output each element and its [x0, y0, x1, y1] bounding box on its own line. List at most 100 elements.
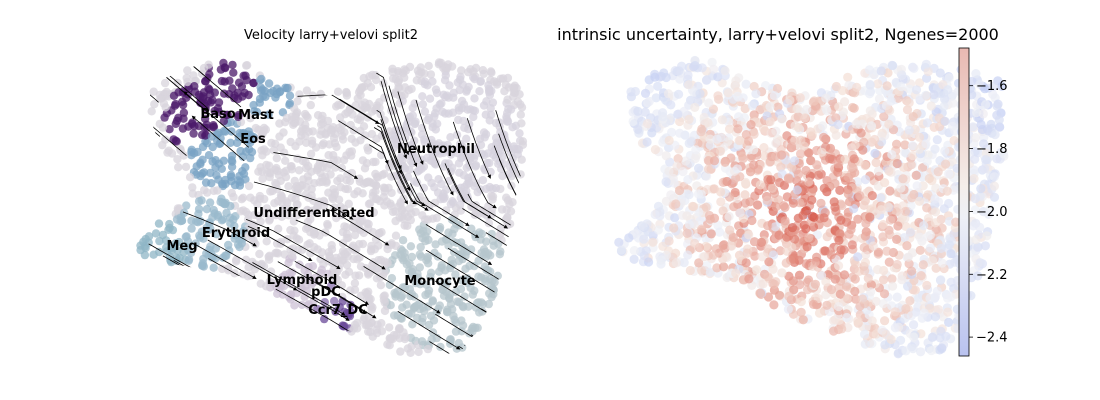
cell-point	[462, 87, 471, 96]
cell-point	[204, 60, 213, 69]
cluster-label-lymphoid: Lymphoid	[267, 273, 338, 288]
cell-point	[648, 237, 658, 247]
cell-point	[749, 237, 760, 247]
cell-point	[442, 235, 451, 244]
cell-point	[853, 214, 863, 224]
streamline	[373, 127, 417, 205]
cell-point	[333, 176, 342, 186]
cell-point	[642, 118, 653, 129]
cell-point	[867, 191, 877, 201]
cell-point	[774, 290, 785, 300]
cell-point	[763, 221, 773, 231]
streamline	[485, 232, 524, 273]
cell-point	[445, 290, 455, 299]
cell-point	[498, 152, 508, 161]
cell-point	[350, 279, 360, 288]
cell-point	[417, 130, 427, 139]
streamline	[253, 181, 354, 220]
cell-point	[364, 219, 373, 229]
cell-point	[729, 202, 739, 212]
cell-point	[506, 105, 516, 114]
cell-point	[885, 215, 896, 225]
cluster-label-neutrophil: Neutrophil	[397, 142, 475, 157]
cell-point	[275, 119, 284, 128]
cell-point	[274, 224, 283, 233]
cell-point	[204, 151, 214, 160]
cell-point	[905, 84, 915, 94]
cell-point	[744, 230, 754, 240]
cell-point	[517, 119, 526, 128]
cell-point	[179, 248, 188, 257]
cell-point	[919, 308, 929, 318]
cell-point	[161, 103, 170, 112]
cell-point	[246, 153, 255, 163]
cell-point	[481, 274, 490, 283]
cell-point	[434, 139, 444, 148]
cell-point	[493, 271, 502, 280]
cell-point	[819, 183, 829, 193]
streamline	[415, 99, 454, 196]
cell-point	[900, 140, 910, 150]
cell-point	[387, 239, 396, 248]
cell-point	[769, 300, 779, 310]
cell-point	[515, 129, 524, 138]
cell-point	[887, 274, 897, 284]
cell-point	[391, 231, 401, 240]
cell-point	[340, 249, 349, 258]
cell-point	[516, 110, 525, 119]
cell-point	[916, 347, 926, 357]
cell-point	[908, 112, 918, 122]
cell-point	[470, 74, 479, 84]
cell-point	[430, 183, 439, 192]
cell-point	[734, 112, 744, 122]
cell-point	[663, 89, 674, 99]
cell-point	[873, 166, 884, 176]
cell-point	[651, 93, 661, 103]
cell-point	[171, 136, 180, 145]
cell-point	[310, 230, 319, 239]
cell-point	[866, 121, 877, 131]
cell-point	[856, 128, 866, 138]
cell-point	[266, 187, 275, 196]
cell-point	[393, 78, 403, 87]
cell-point	[385, 334, 394, 343]
cell-point	[734, 136, 744, 146]
cluster-label-undifferentiated: Undifferentiated	[253, 206, 374, 221]
cell-point	[831, 130, 841, 140]
cell-point	[908, 344, 918, 354]
cell-point	[837, 86, 848, 96]
cell-point	[664, 135, 674, 146]
cell-point	[396, 347, 405, 356]
streamline	[207, 239, 298, 291]
cell-point	[209, 205, 218, 215]
cell-point	[686, 137, 696, 147]
cell-point	[860, 231, 871, 241]
cell-point	[989, 181, 1000, 191]
streamline	[368, 144, 408, 205]
cell-point	[836, 245, 846, 255]
cell-point	[720, 157, 730, 167]
cell-point	[740, 177, 751, 187]
cell-point	[226, 170, 236, 179]
cell-point	[441, 71, 450, 80]
cell-point	[196, 158, 205, 167]
cell-point	[787, 223, 798, 233]
cell-point	[374, 229, 384, 238]
cell-point	[883, 202, 893, 212]
cell-point	[242, 76, 251, 85]
cell-point	[498, 74, 508, 83]
streamline	[295, 219, 386, 270]
cell-point	[301, 132, 310, 141]
cell-point	[661, 72, 671, 83]
cell-point	[684, 114, 694, 124]
cell-point	[470, 286, 479, 295]
cell-point	[918, 163, 928, 173]
cell-point	[826, 250, 836, 260]
cell-point	[431, 85, 441, 94]
cell-point	[696, 127, 706, 137]
cell-point	[921, 90, 931, 100]
cell-point	[226, 138, 235, 147]
cluster-label-pdc: pDC	[311, 285, 341, 300]
cell-point	[931, 183, 941, 193]
cell-point	[896, 183, 906, 193]
